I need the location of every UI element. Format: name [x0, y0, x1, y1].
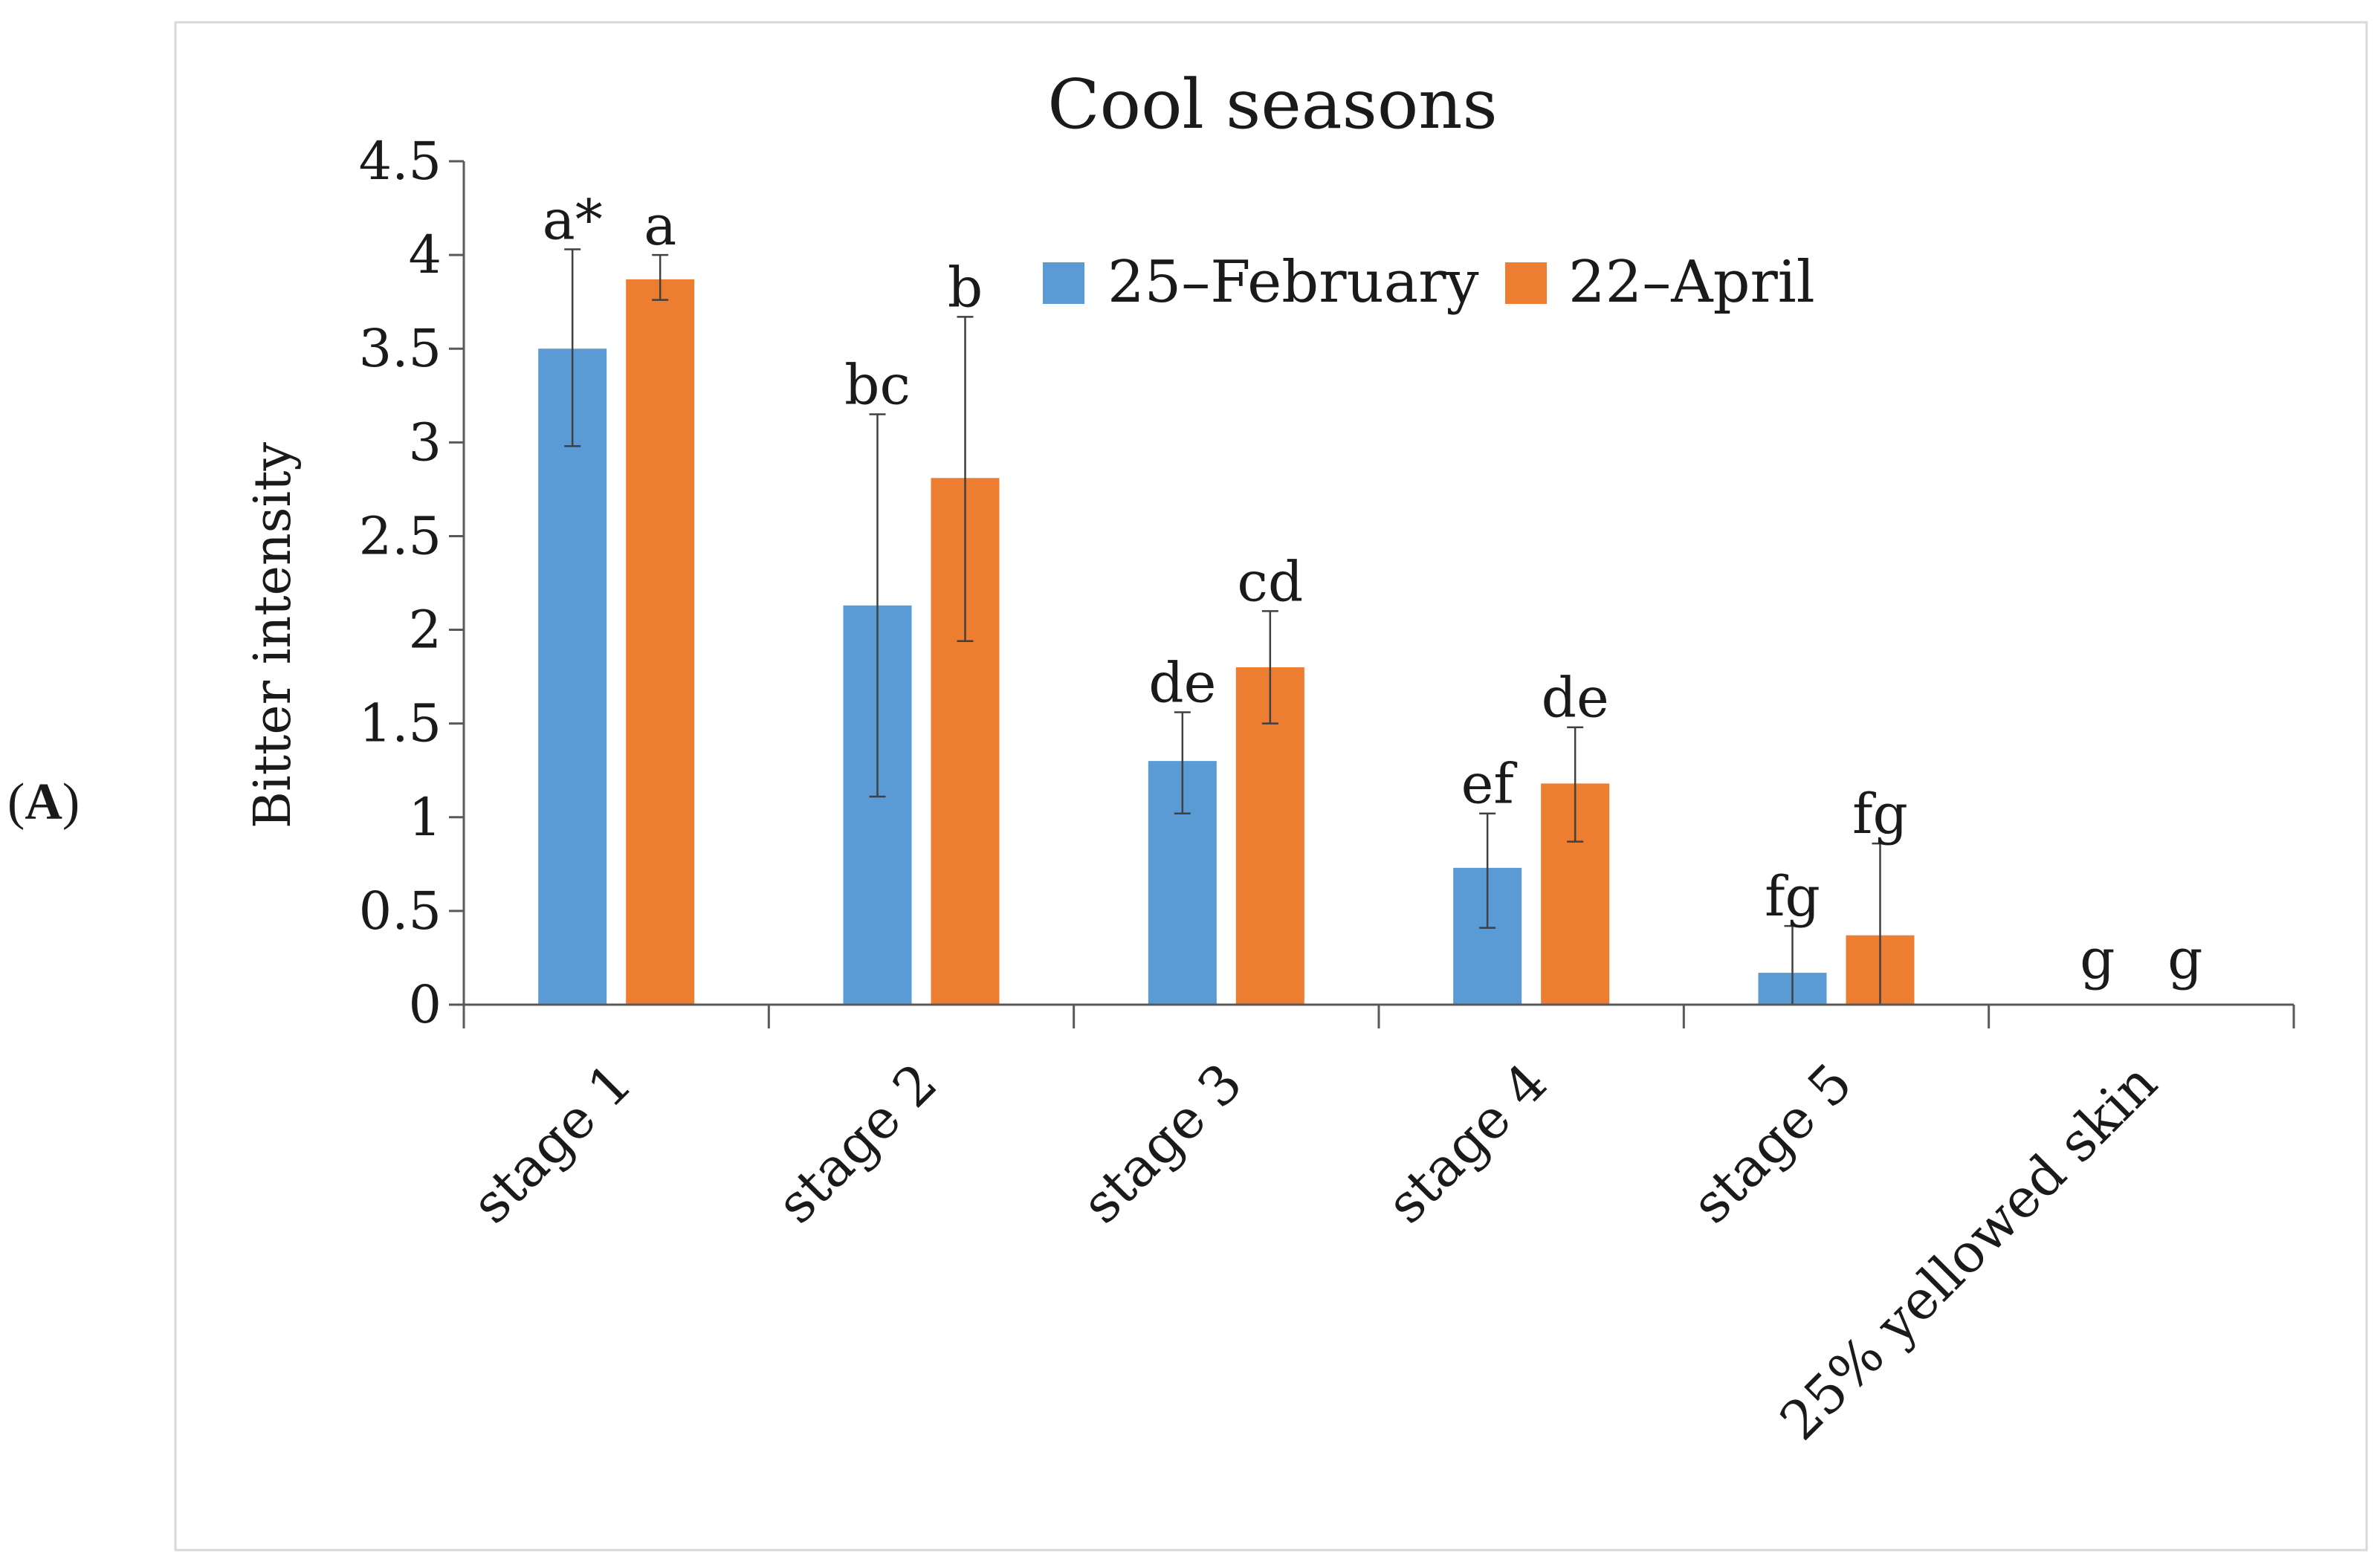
- y-tick-label: 0.5: [359, 881, 442, 941]
- bar: [538, 349, 607, 1005]
- panel-label-close: ): [62, 774, 80, 831]
- significance-letter: cd: [1237, 550, 1303, 614]
- panel-label-letter: A: [25, 774, 62, 831]
- significance-letter: bc: [844, 354, 911, 418]
- y-tick-label: 3.5: [359, 318, 442, 379]
- significance-letter: g: [2167, 927, 2202, 991]
- significance-letter: fg: [1765, 865, 1820, 929]
- legend-label-22-april: 22–April: [1568, 249, 1815, 316]
- y-tick-label: 2.5: [359, 505, 442, 566]
- y-axis-label: Bitter intensity: [244, 441, 303, 829]
- y-tick-label: 4: [408, 224, 442, 285]
- y-tick-label: 1.5: [359, 693, 442, 754]
- y-tick-label: 1: [408, 787, 442, 848]
- panel-label: (A): [7, 773, 80, 832]
- significance-letter: de: [1148, 652, 1216, 716]
- significance-letter: ef: [1461, 753, 1518, 817]
- significance-letter: g: [2080, 927, 2115, 991]
- y-tick-label: 2: [408, 600, 442, 661]
- legend: 25–February 22–April: [1043, 249, 1815, 316]
- legend-label-25-february: 25–February: [1107, 249, 1479, 316]
- panel-label-open: (: [7, 774, 25, 831]
- bar: [626, 279, 695, 1005]
- y-tick-label: 0: [408, 974, 442, 1035]
- y-axis: 0 0.5 1 1.5 2 2.5 3 3.5 4 4.5: [359, 131, 465, 1035]
- significance-letter: a: [644, 194, 676, 258]
- significance-letter: fg: [1852, 782, 1908, 846]
- chart-title: Cool seasons: [1047, 65, 1497, 144]
- significance-letter: de: [1542, 667, 1609, 730]
- significance-letter: b: [948, 256, 983, 320]
- legend-swatch-22-april: [1505, 262, 1547, 304]
- legend-swatch-25-february: [1043, 262, 1084, 304]
- significance-letter: a*: [543, 189, 603, 253]
- y-tick-label: 3: [408, 412, 442, 473]
- y-tick-label: 4.5: [359, 131, 442, 192]
